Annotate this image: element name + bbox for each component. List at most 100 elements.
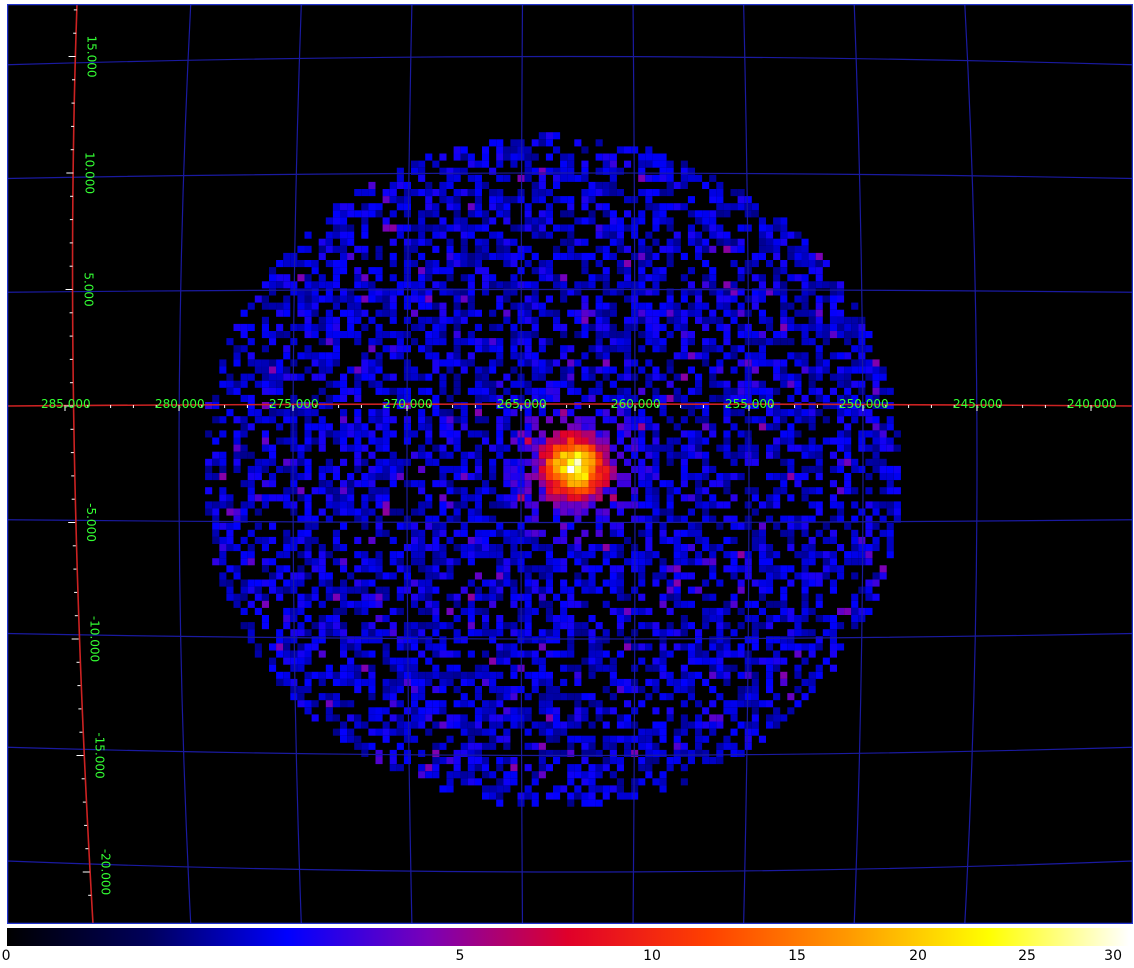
count-pixel <box>716 380 724 388</box>
count-pixel <box>460 409 468 417</box>
count-pixel <box>538 267 546 275</box>
count-pixel <box>829 643 837 651</box>
count-pixel <box>680 615 688 623</box>
count-pixel <box>588 551 596 559</box>
count-pixel <box>595 387 603 395</box>
count-pixel <box>439 465 447 473</box>
count-pixel <box>510 593 518 601</box>
count-pixel <box>474 501 482 509</box>
count-pixel <box>560 508 568 516</box>
count-pixel <box>460 167 468 175</box>
count-pixel <box>702 544 710 552</box>
count-pixel <box>638 458 646 466</box>
count-pixel <box>829 622 837 630</box>
count-pixel <box>766 551 774 559</box>
count-pixel <box>780 316 788 324</box>
count-pixel <box>680 558 688 566</box>
count-pixel <box>290 480 298 488</box>
count-pixel <box>531 586 539 594</box>
count-pixel <box>574 551 582 559</box>
count-pixel <box>531 331 539 339</box>
count-pixel <box>773 252 781 260</box>
count-pixel <box>446 565 454 573</box>
count-pixel <box>403 196 411 204</box>
count-pixel <box>560 430 568 438</box>
count-pixel <box>815 409 823 417</box>
count-pixel <box>716 629 724 637</box>
count-pixel <box>332 558 340 566</box>
count-pixel <box>318 579 326 587</box>
count-pixel <box>766 316 774 324</box>
count-pixel <box>723 742 731 750</box>
count-pixel <box>389 458 397 466</box>
count-pixel <box>602 579 610 587</box>
count-pixel <box>396 224 404 232</box>
count-pixel <box>496 735 504 743</box>
count-pixel <box>645 742 653 750</box>
count-pixel <box>829 309 837 317</box>
count-pixel <box>396 203 404 211</box>
colorbar-tick-label: 10 <box>643 948 661 964</box>
count-pixel <box>545 295 553 303</box>
sky-map-canvas[interactable]: 285.000 280.000 275.000 270.000 265.000 260.0… <box>7 4 1133 924</box>
count-pixel <box>446 465 454 473</box>
count-pixel <box>645 522 653 530</box>
count-pixel <box>666 714 674 722</box>
count-pixel <box>659 657 667 665</box>
count-pixel <box>602 160 610 168</box>
count-pixel <box>496 160 504 168</box>
count-pixel <box>347 636 355 644</box>
count-pixel <box>652 515 660 523</box>
count-pixel <box>261 380 269 388</box>
count-pixel <box>645 373 653 381</box>
count-pixel <box>595 707 603 715</box>
count-pixel <box>695 402 703 410</box>
count-pixel <box>652 487 660 495</box>
count-pixel <box>439 167 447 175</box>
count-pixel <box>332 728 340 736</box>
count-pixel <box>425 636 433 644</box>
count-pixel <box>460 252 468 260</box>
count-pixel <box>332 394 340 402</box>
count-pixel <box>297 607 305 615</box>
count-pixel <box>482 579 490 587</box>
count-pixel <box>609 416 617 424</box>
count-pixel <box>567 359 575 367</box>
count-pixel <box>318 352 326 360</box>
count-pixel <box>723 480 731 488</box>
count-pixel <box>737 551 745 559</box>
count-pixel <box>368 295 376 303</box>
count-pixel <box>609 664 617 672</box>
count-pixel <box>844 380 852 388</box>
count-pixel <box>453 544 461 552</box>
count-pixel <box>666 487 674 495</box>
count-pixel <box>595 799 603 807</box>
count-pixel <box>325 430 333 438</box>
count-pixel <box>432 742 440 750</box>
count-pixel <box>368 678 376 686</box>
count-pixel <box>340 238 348 246</box>
count-pixel <box>695 352 703 360</box>
count-pixel <box>588 629 596 637</box>
count-pixel <box>638 281 646 289</box>
count-pixel <box>482 757 490 765</box>
count-pixel <box>581 203 589 211</box>
count-pixel <box>680 529 688 537</box>
count-pixel <box>780 714 788 722</box>
count-pixel <box>581 799 589 807</box>
count-pixel <box>354 444 362 452</box>
count-pixel <box>730 352 738 360</box>
count-pixel <box>503 714 511 722</box>
count-pixel <box>489 600 497 608</box>
count-pixel <box>325 323 333 331</box>
count-pixel <box>624 714 632 722</box>
count-pixel <box>673 423 681 431</box>
count-pixel <box>815 352 823 360</box>
count-pixel <box>340 600 348 608</box>
count-pixel <box>332 529 340 537</box>
count-pixel <box>780 593 788 601</box>
count-pixel <box>297 657 305 665</box>
count-pixel <box>240 558 248 566</box>
count-pixel <box>829 437 837 445</box>
count-pixel <box>730 295 738 303</box>
